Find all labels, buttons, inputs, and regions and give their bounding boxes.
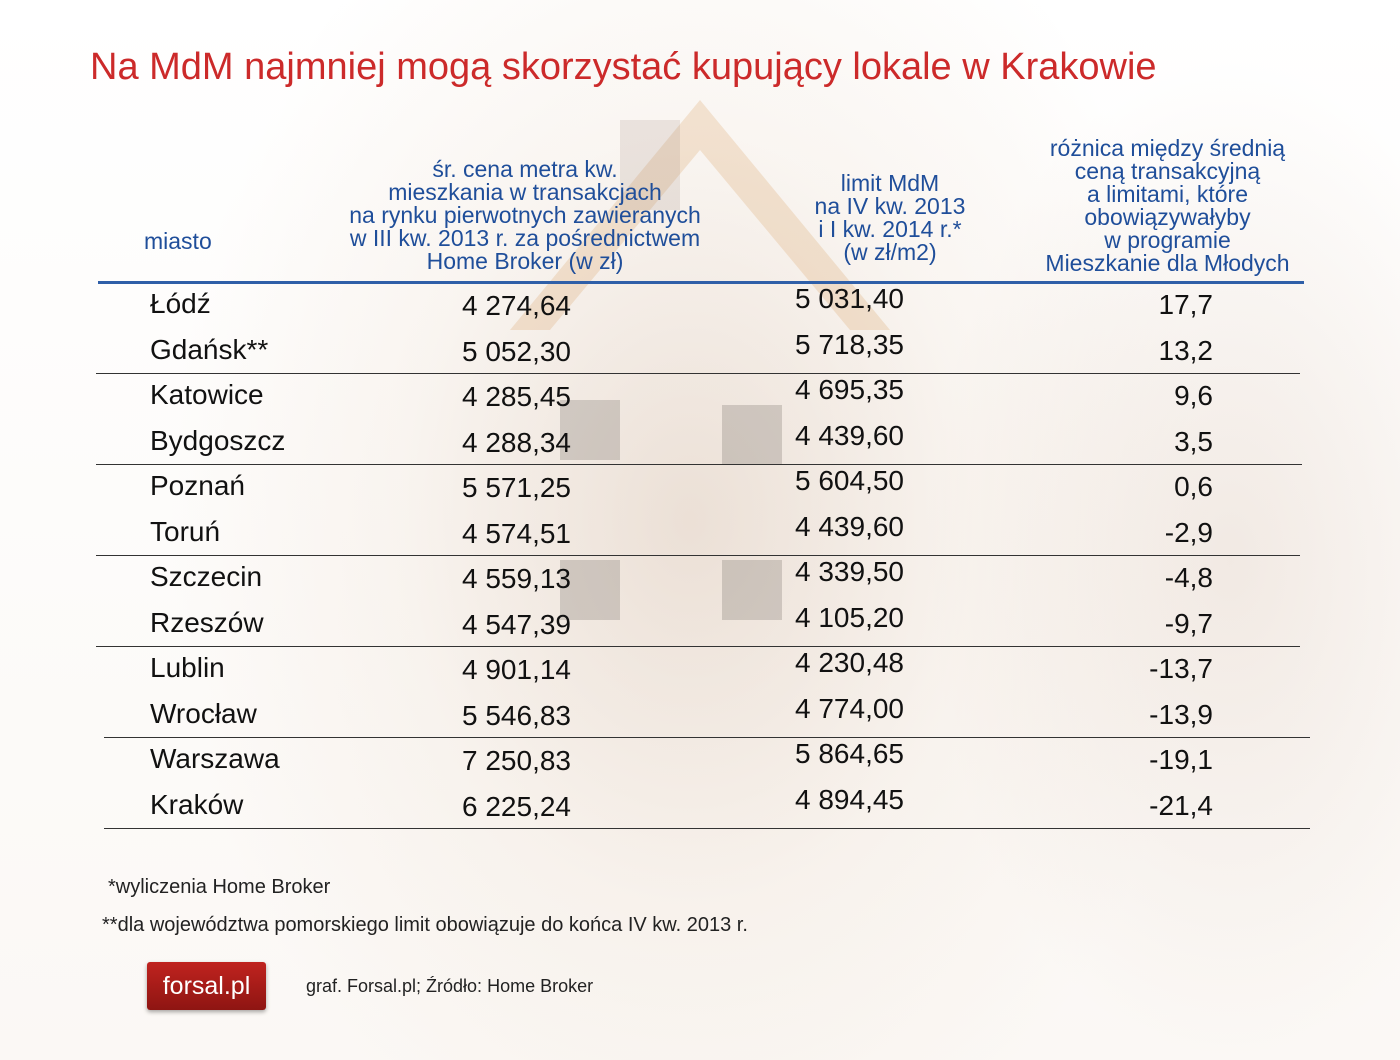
cell-difference: 3,5 <box>1174 425 1213 457</box>
header-line: mieszkania w transakcjach <box>388 179 662 205</box>
cell-city: Kraków <box>150 788 244 820</box>
cell-avg-price: 6 225,24 <box>462 790 571 822</box>
table-row: Katowice 4 285,45 4 695,35 9,6 <box>0 374 1400 419</box>
cell-city: Toruń <box>150 515 221 547</box>
group-separator <box>96 646 1300 647</box>
cell-limit: 4 339,50 <box>795 556 904 587</box>
table-row: Warszawa 7 250,83 5 864,65 -19,1 <box>0 738 1400 783</box>
table-row: Toruń 4 574,51 4 439,60 -2,9 <box>0 511 1400 556</box>
cell-limit: 5 718,35 <box>795 328 904 360</box>
house-illustration <box>510 100 890 330</box>
cell-difference: 17,7 <box>1158 289 1214 320</box>
header-line: limit MdM <box>840 170 940 196</box>
cell-avg-price: 5 571,25 <box>462 472 571 503</box>
cell-avg-price: 7 250,83 <box>462 745 571 776</box>
cell-limit: 4 439,60 <box>795 419 904 451</box>
table-row: Rzeszów 4 547,39 4 105,20 -9,7 <box>0 602 1400 647</box>
source-note: graf. Forsal.pl; Źródło: Home Broker <box>306 976 594 996</box>
table-row: Bydgoszcz 4 288,34 4 439,60 3,5 <box>0 420 1400 465</box>
header-line: Mieszkanie dla Młodych <box>1045 250 1290 276</box>
cell-limit: 5 864,65 <box>795 738 904 769</box>
cell-city: Lublin <box>150 652 225 683</box>
footnote-2: **dla województwa pomorskiego limit obow… <box>102 914 748 936</box>
cell-difference: 9,6 <box>1174 380 1213 411</box>
cell-limit: 4 105,20 <box>795 601 904 633</box>
cell-city: Rzeszów <box>150 606 264 638</box>
cell-avg-price: 5 546,83 <box>462 699 571 731</box>
table-row: Szczecin 4 559,13 4 339,50 -4,8 <box>0 556 1400 601</box>
cell-limit: 4 894,45 <box>795 783 904 815</box>
cell-limit: 5 604,50 <box>795 465 904 496</box>
cell-avg-price: 4 901,14 <box>462 654 571 685</box>
header-line: w III kw. 2013 r. za pośrednictwem <box>349 225 701 251</box>
header-line: śr. cena metra kw. <box>432 156 618 182</box>
cell-avg-price: 4 285,45 <box>462 381 571 412</box>
house-window <box>722 405 782 465</box>
cell-difference: -13,7 <box>1149 653 1213 684</box>
header-difference: różnica między średnią ceną transakcyjną a… <box>1010 137 1325 275</box>
header-line: różnica między średnią <box>1049 135 1286 161</box>
header-line: (w zł/m2) <box>843 239 937 265</box>
cell-city: Katowice <box>150 379 264 410</box>
table-row: Kraków 6 225,24 4 894,45 -21,4 <box>0 784 1400 829</box>
cell-limit: 4 774,00 <box>795 692 904 724</box>
header-line: na IV kw. 2013 <box>814 193 966 219</box>
header-line: i I kw. 2014 r.* <box>818 216 962 242</box>
cell-avg-price: 4 559,13 <box>462 563 571 594</box>
cell-avg-price: 4 274,64 <box>462 290 571 321</box>
cell-avg-price: 4 574,51 <box>462 517 571 549</box>
group-separator <box>104 737 1310 738</box>
cell-difference: 0,6 <box>1174 471 1213 502</box>
group-separator <box>96 373 1300 374</box>
cell-city: Bydgoszcz <box>150 424 286 456</box>
cell-limit: 4 439,60 <box>795 510 904 542</box>
group-separator <box>96 555 1300 556</box>
cell-city: Łódź <box>150 288 211 319</box>
cell-difference: -19,1 <box>1149 744 1213 775</box>
table-row: Łódź 4 274,64 5 031,40 17,7 <box>0 283 1400 328</box>
header-rule <box>98 281 1304 284</box>
header-city: miasto <box>144 230 212 253</box>
house-window <box>560 400 620 460</box>
cell-city: Gdańsk** <box>150 333 269 365</box>
cell-city: Szczecin <box>150 561 263 592</box>
cell-difference: -21,4 <box>1149 789 1213 821</box>
header-line: w programie <box>1104 227 1231 253</box>
cell-limit: 4 230,48 <box>795 647 904 678</box>
cell-limit: 4 695,35 <box>795 374 904 405</box>
cell-avg-price: 4 547,39 <box>462 608 571 640</box>
house-window <box>560 560 620 620</box>
header-avg-price: śr. cena metra kw. mieszkania w transakcj… <box>300 158 750 273</box>
header-line: ceną transakcyjną <box>1074 158 1261 184</box>
cell-difference: -9,7 <box>1164 607 1213 639</box>
table-row: Poznań 5 571,25 5 604,50 0,6 <box>0 465 1400 510</box>
header-line: obowiązywałyby <box>1084 204 1251 230</box>
cell-limit: 5 031,40 <box>795 283 904 314</box>
forsal-logo[interactable]: forsal.pl <box>147 962 266 1010</box>
cell-city: Wrocław <box>150 697 257 729</box>
table-row: Wrocław 5 546,83 4 774,00 -13,9 <box>0 693 1400 738</box>
page-title: Na MdM najmniej mogą skorzystać kupujący… <box>90 46 1157 88</box>
table-row: Gdańsk** 5 052,30 5 718,35 13,2 <box>0 329 1400 374</box>
group-separator <box>96 464 1302 465</box>
header-limit: limit MdM na IV kw. 2013 i I kw. 2014 r.*(… <box>780 172 1000 264</box>
cell-city: Poznań <box>150 470 245 501</box>
cell-difference: -13,9 <box>1149 698 1213 730</box>
table-row: Lublin 4 901,14 4 230,48 -13,7 <box>0 647 1400 692</box>
cell-difference: -4,8 <box>1164 562 1213 593</box>
header-line: a limitami, które <box>1086 181 1249 207</box>
cell-avg-price: 5 052,30 <box>462 335 571 367</box>
header-line: miasto <box>144 228 212 254</box>
cell-avg-price: 4 288,34 <box>462 426 571 458</box>
group-separator <box>104 828 1310 829</box>
cell-city: Warszawa <box>150 743 280 774</box>
header-line: Home Broker (w zł) <box>426 248 624 274</box>
footnote-1: *wyliczenia Home Broker <box>108 876 331 898</box>
header-line: na rynku pierwotnych zawieranych <box>349 202 701 228</box>
cell-difference: 13,2 <box>1158 334 1214 366</box>
cell-difference: -2,9 <box>1164 516 1213 548</box>
house-window <box>722 560 782 620</box>
